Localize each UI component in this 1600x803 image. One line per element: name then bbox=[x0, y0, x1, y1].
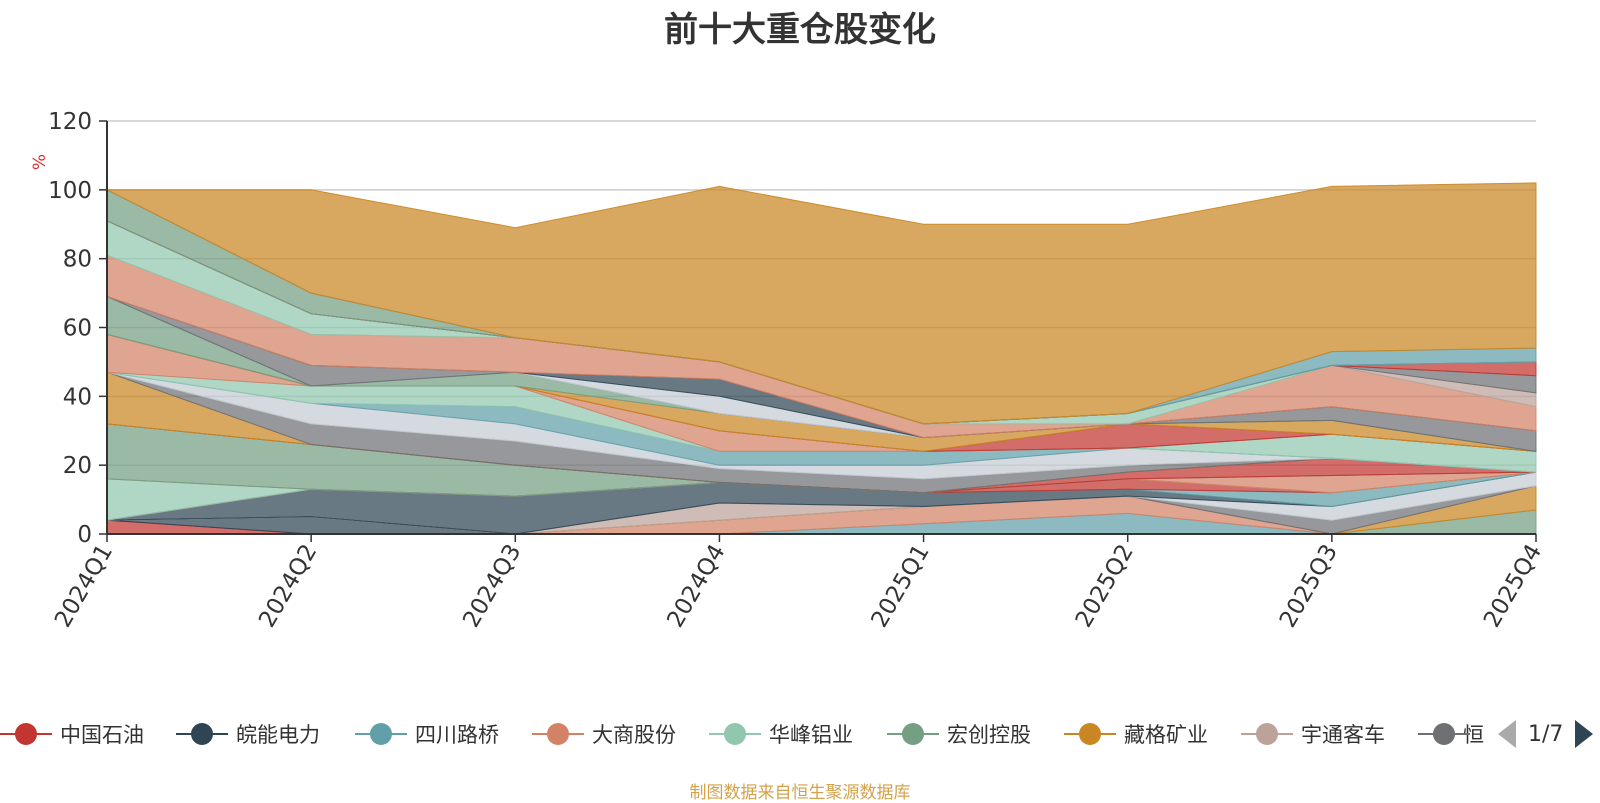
legend-circle-marker-icon bbox=[1064, 712, 1116, 756]
legend-pager: 1/7 bbox=[1498, 712, 1594, 756]
area-series-layer bbox=[106, 182, 1537, 535]
x-tick-label: 2025Q2 bbox=[1071, 540, 1139, 632]
legend-item[interactable]: 大商股份 bbox=[532, 712, 676, 756]
legend-label: 华峰铝业 bbox=[769, 723, 853, 747]
x-tick-label: 2025Q4 bbox=[1479, 540, 1547, 632]
legend-prev-page-icon[interactable] bbox=[1498, 720, 1516, 748]
legend-label: 大商股份 bbox=[592, 723, 676, 747]
legend-circle-marker-icon bbox=[0, 712, 52, 756]
area-series-37[interactable] bbox=[106, 182, 1537, 425]
y-tick-label: 0 bbox=[77, 522, 92, 548]
y-tick-label: 120 bbox=[48, 109, 92, 135]
y-tick-label: 100 bbox=[48, 178, 92, 204]
y-axis-unit: % bbox=[30, 154, 50, 170]
legend-item[interactable]: 华峰铝业 bbox=[709, 712, 853, 756]
legend-label: 皖能电力 bbox=[236, 723, 320, 747]
legend-circle-marker-icon bbox=[1241, 712, 1293, 756]
legend-circle-marker-icon bbox=[355, 712, 407, 756]
legend-item[interactable]: 宏创控股 bbox=[887, 712, 1031, 756]
legend-page-indicator: 1/7 bbox=[1528, 721, 1564, 747]
legend-circle-marker-icon bbox=[176, 712, 228, 756]
x-tick-label: 2024Q4 bbox=[662, 540, 730, 632]
legend-circle-marker-icon bbox=[532, 712, 584, 756]
legend-label: 中国石油 bbox=[60, 723, 144, 747]
y-tick-label: 20 bbox=[63, 453, 92, 479]
legend-label: 藏格矿业 bbox=[1124, 723, 1208, 747]
legend-circle-marker-icon bbox=[1418, 712, 1470, 756]
data-source-note: 制图数据来自恒生聚源数据库 bbox=[689, 783, 911, 803]
chart-title: 前十大重仓股变化 bbox=[664, 10, 936, 50]
legend: 中国石油 皖能电力 四川路桥 大商股份 华峰铝业 宏创控股 藏格矿业 宇通客车 恒 bbox=[0, 712, 1600, 756]
legend-label: 宏创控股 bbox=[947, 723, 1031, 747]
legend-item[interactable]: 中国石油 bbox=[0, 712, 144, 756]
legend-item[interactable]: 恒 bbox=[1418, 712, 1484, 756]
legend-item[interactable]: 皖能电力 bbox=[176, 712, 320, 756]
legend-circle-marker-icon bbox=[709, 712, 761, 756]
x-tick-label: 2024Q1 bbox=[50, 540, 118, 632]
legend-item[interactable]: 藏格矿业 bbox=[1064, 712, 1208, 756]
legend-item[interactable]: 四川路桥 bbox=[355, 712, 499, 756]
legend-label: 四川路桥 bbox=[415, 723, 499, 747]
y-tick-label: 60 bbox=[63, 316, 92, 342]
x-tick-label: 2024Q2 bbox=[254, 540, 322, 632]
legend-item[interactable]: 宇通客车 bbox=[1241, 712, 1385, 756]
legend-label: 恒 bbox=[1463, 723, 1484, 747]
y-tick-label: 40 bbox=[63, 384, 92, 410]
legend-next-page-icon[interactable] bbox=[1575, 720, 1594, 748]
legend-circle-marker-icon bbox=[887, 712, 939, 756]
y-tick-label: 80 bbox=[63, 247, 92, 273]
x-tick-label: 2025Q1 bbox=[867, 540, 935, 632]
x-tick-label: 2024Q3 bbox=[458, 540, 526, 632]
x-tick-label: 2025Q3 bbox=[1275, 540, 1343, 632]
legend-label: 宇通客车 bbox=[1301, 723, 1385, 747]
